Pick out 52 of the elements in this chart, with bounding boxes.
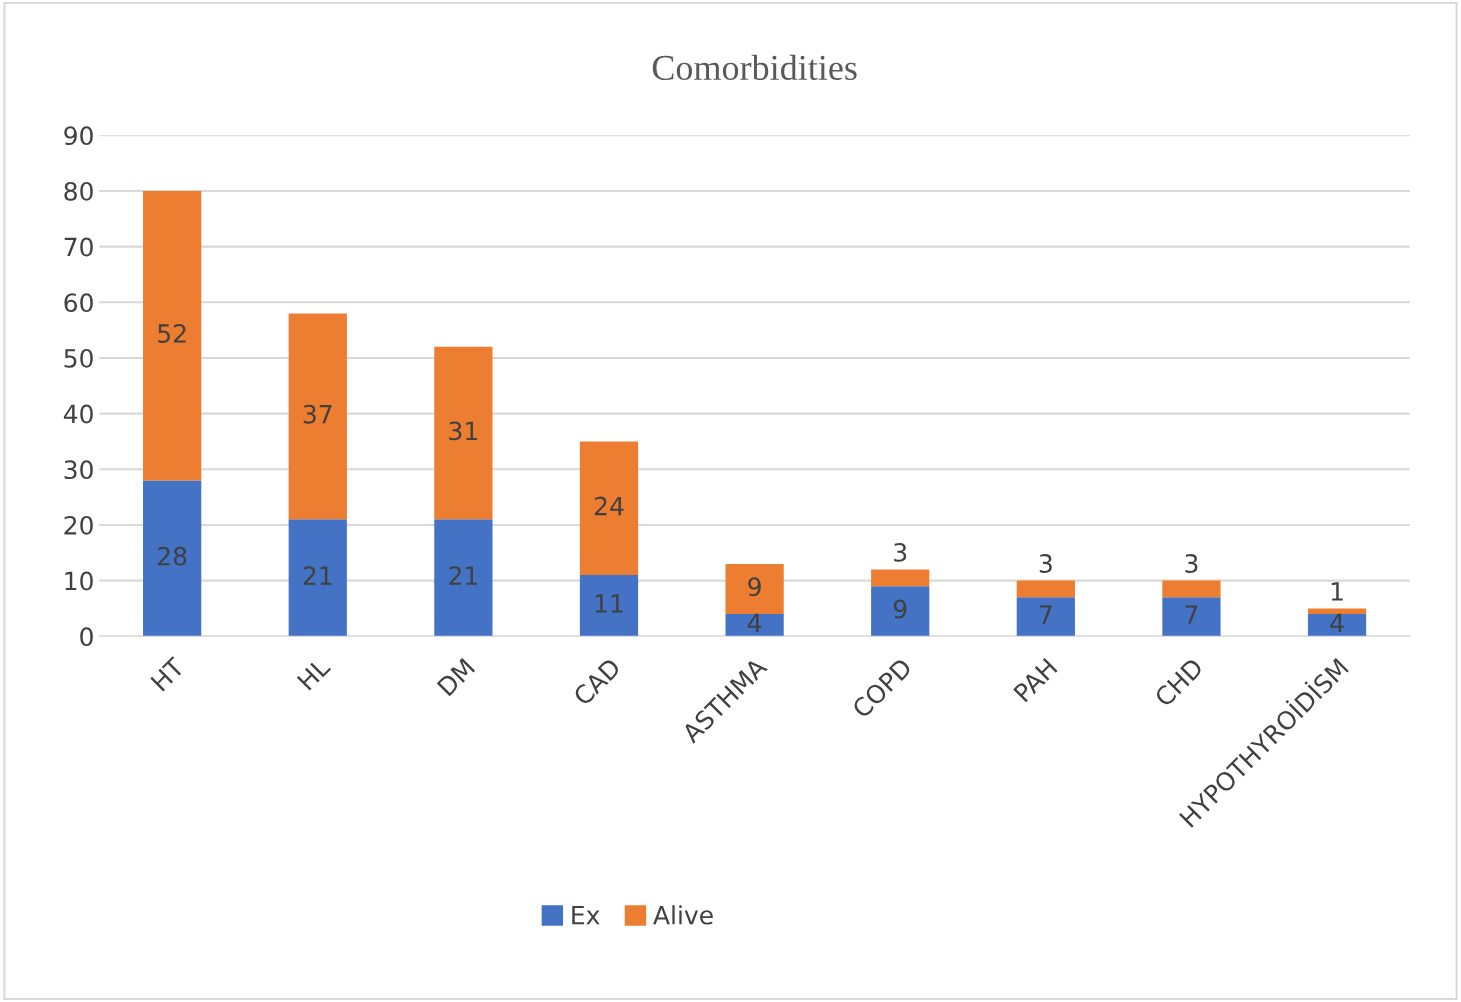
y-tick-label: 90 bbox=[64, 126, 93, 146]
bar bbox=[579, 575, 639, 637]
y-tick-label: 30 bbox=[64, 460, 93, 480]
data-label: 9 bbox=[893, 599, 907, 619]
y-tick-label: 10 bbox=[65, 571, 93, 591]
data-label: 4 bbox=[1330, 613, 1344, 633]
x-tick-label: HT bbox=[150, 656, 186, 692]
bar bbox=[1162, 580, 1221, 598]
y-tick-label: 20 bbox=[64, 515, 93, 535]
bar bbox=[434, 346, 493, 520]
chart-title: Comorbidities bbox=[652, 54, 857, 81]
bar bbox=[143, 480, 202, 637]
data-label: 52 bbox=[158, 324, 186, 343]
bar bbox=[434, 519, 493, 637]
y-tick-label: 40 bbox=[63, 404, 93, 424]
bar bbox=[1016, 580, 1075, 598]
data-label: 3 bbox=[1039, 554, 1052, 573]
y-tick-label: 80 bbox=[64, 181, 93, 201]
bar bbox=[1307, 608, 1367, 614]
legend-label: Alive bbox=[653, 905, 713, 925]
bar bbox=[288, 519, 347, 637]
data-label: 9 bbox=[748, 577, 761, 597]
bar bbox=[143, 190, 202, 481]
bar bbox=[1016, 597, 1075, 637]
x-tick-label: HL bbox=[296, 656, 332, 691]
bar bbox=[579, 441, 639, 576]
data-label: 3 bbox=[1185, 554, 1198, 573]
data-label: 11 bbox=[595, 594, 623, 613]
data-label: 4 bbox=[747, 613, 762, 633]
y-tick-label: 0 bbox=[80, 627, 93, 647]
bar bbox=[1307, 614, 1367, 637]
legend-label: Ex bbox=[572, 905, 600, 925]
data-label: 3 bbox=[894, 542, 907, 562]
data-label: 1 bbox=[1331, 582, 1343, 601]
bar bbox=[871, 586, 930, 637]
y-tick-label: 60 bbox=[64, 293, 93, 313]
data-label: 7 bbox=[1039, 605, 1052, 624]
data-label: 31 bbox=[449, 421, 477, 441]
data-label: 37 bbox=[303, 404, 332, 424]
data-label: 28 bbox=[158, 546, 187, 566]
bar bbox=[1162, 597, 1221, 637]
data-label: 21 bbox=[449, 566, 477, 585]
bar bbox=[288, 313, 347, 520]
data-label: 21 bbox=[303, 566, 332, 585]
bar bbox=[725, 563, 784, 614]
y-tick-label: 50 bbox=[64, 348, 93, 368]
data-label: 7 bbox=[1185, 605, 1198, 624]
bar bbox=[871, 569, 930, 587]
y-tick-label: 70 bbox=[64, 237, 93, 257]
data-label: 24 bbox=[594, 496, 624, 516]
x-tick-label: DM bbox=[436, 657, 476, 697]
bar bbox=[725, 614, 784, 637]
